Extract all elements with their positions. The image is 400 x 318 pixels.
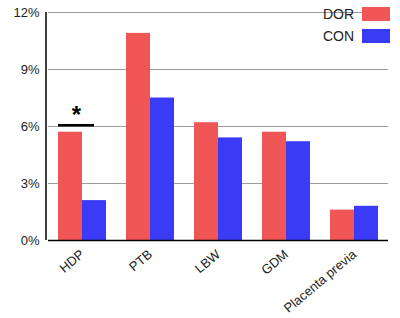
svg-text:LBW: LBW [192, 246, 224, 276]
svg-text:6%: 6% [21, 119, 40, 134]
html-text:DOR: DOR [322, 6, 354, 22]
html-text:CON: CON [322, 28, 354, 44]
svg-text:PTB: PTB [126, 247, 155, 275]
svg-text:HDP: HDP [56, 247, 87, 276]
svg-text:12%: 12% [13, 5, 39, 20]
svg-text:3%: 3% [21, 176, 40, 191]
svg-text:0%: 0% [21, 233, 40, 248]
svg-text:Placenta previa: Placenta previa [281, 246, 360, 316]
svg-text:9%: 9% [21, 62, 40, 77]
svg-text:GDM: GDM [258, 247, 291, 278]
svg-text:*: * [72, 101, 82, 128]
